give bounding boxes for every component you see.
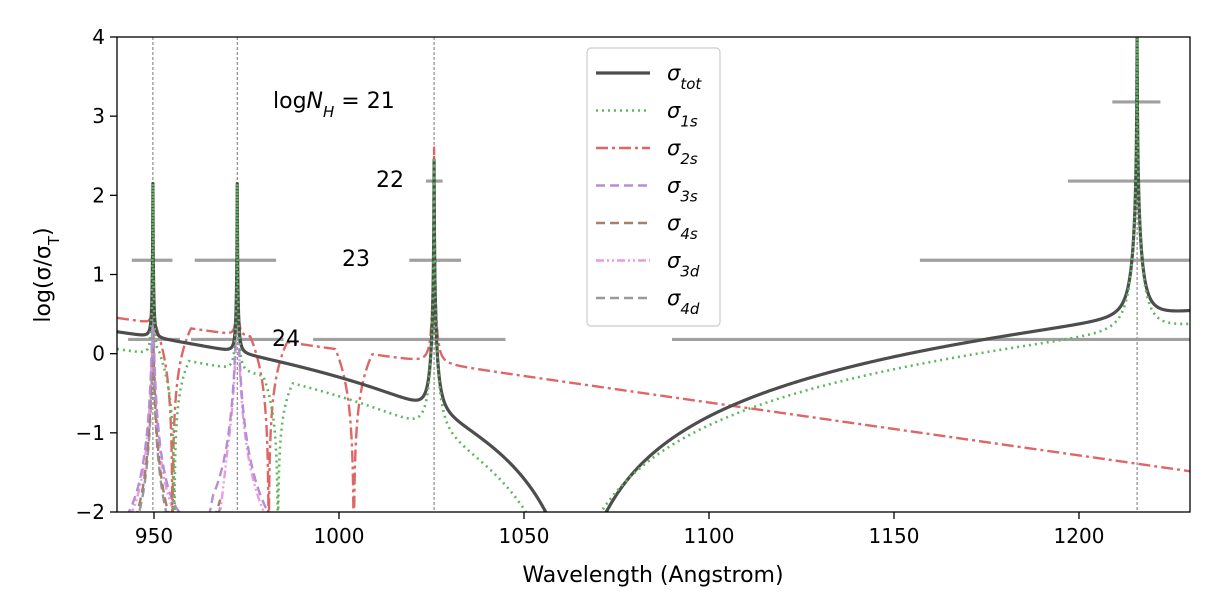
x-tick-label: 1100 — [684, 524, 735, 548]
y-tick-label: −1 — [76, 421, 105, 445]
legend-label: σ4d — [667, 286, 700, 318]
x-tick-label: 1000 — [314, 524, 365, 548]
legend: σtot σ1s σ2s σ3s σ4s σ3d σ4d — [586, 47, 721, 327]
series-line-tot — [117, 37, 1190, 512]
series-line-2s — [117, 146, 1190, 512]
threshold-label: 22 — [376, 168, 404, 193]
y-tick-label: 0 — [92, 342, 105, 366]
y-tick-label: 4 — [92, 25, 105, 49]
y-tick-label: 3 — [92, 104, 105, 128]
legend-label: σ4s — [667, 211, 698, 243]
legend-label: σ3d — [667, 249, 700, 281]
legend-box — [586, 47, 721, 327]
threshold-label: 24 — [272, 327, 300, 352]
y-tick-label: 1 — [92, 263, 105, 287]
legend-label: σ3s — [667, 174, 698, 206]
y-axis: −2 −1 0 1 2 3 4 — [76, 25, 117, 524]
legend-label: σ2s — [667, 136, 698, 168]
x-tick-label: 1050 — [499, 524, 550, 548]
x-tick-label: 950 — [135, 524, 173, 548]
y-tick-label: 2 — [92, 183, 105, 207]
curves — [117, 37, 1190, 512]
series-line-3s — [127, 257, 270, 512]
threshold-annotations: logNH = 21 22 23 24 — [272, 89, 404, 352]
x-tick-label: 1200 — [1054, 524, 1105, 548]
x-axis: 950 1000 1050 1100 1150 1200 — [135, 512, 1105, 548]
legend-label: σ1s — [667, 99, 698, 131]
threshold-label: 23 — [342, 247, 370, 272]
threshold-label: logNH = 21 — [273, 89, 395, 121]
series-line-1s — [117, 37, 1190, 512]
y-axis-label: log(σ/σT) — [31, 227, 63, 322]
x-tick-label: 1150 — [869, 524, 920, 548]
legend-label: σtot — [667, 61, 702, 93]
y-tick-label: −2 — [76, 500, 105, 524]
x-axis-label: Wavelength (Angstrom) — [522, 563, 783, 588]
